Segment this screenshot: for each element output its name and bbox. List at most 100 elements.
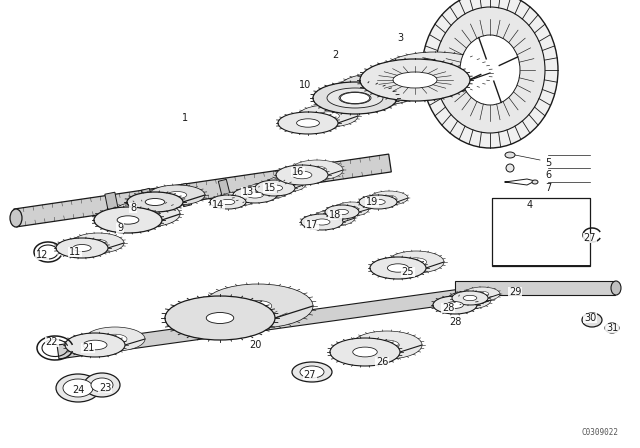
- Text: 16: 16: [292, 167, 304, 177]
- Ellipse shape: [317, 112, 339, 120]
- Text: 9: 9: [117, 223, 123, 233]
- Text: 15: 15: [264, 183, 276, 193]
- Ellipse shape: [388, 251, 444, 273]
- Text: 14: 14: [212, 200, 224, 210]
- Text: 28: 28: [449, 317, 461, 327]
- Ellipse shape: [475, 291, 489, 297]
- Ellipse shape: [460, 35, 520, 105]
- Ellipse shape: [103, 334, 127, 344]
- Ellipse shape: [325, 205, 359, 219]
- Polygon shape: [455, 281, 615, 295]
- Ellipse shape: [375, 340, 399, 350]
- Text: 20: 20: [249, 340, 261, 350]
- Ellipse shape: [313, 82, 397, 114]
- Text: 1: 1: [182, 113, 188, 123]
- Ellipse shape: [393, 72, 437, 88]
- Ellipse shape: [278, 112, 338, 134]
- Ellipse shape: [447, 302, 463, 308]
- Ellipse shape: [359, 195, 397, 209]
- Ellipse shape: [506, 164, 514, 172]
- Polygon shape: [218, 179, 232, 202]
- Ellipse shape: [387, 264, 409, 272]
- Ellipse shape: [405, 258, 427, 266]
- Ellipse shape: [326, 215, 342, 221]
- Polygon shape: [141, 188, 155, 211]
- Text: 12: 12: [36, 250, 48, 260]
- Ellipse shape: [167, 191, 187, 198]
- Ellipse shape: [255, 180, 295, 196]
- Text: 19: 19: [366, 197, 378, 207]
- Ellipse shape: [371, 199, 385, 205]
- Ellipse shape: [233, 187, 277, 203]
- Text: 27: 27: [304, 370, 316, 380]
- Ellipse shape: [231, 196, 245, 202]
- Ellipse shape: [307, 166, 327, 174]
- Ellipse shape: [10, 209, 22, 227]
- Text: 11: 11: [69, 247, 81, 257]
- Text: C0309022: C0309022: [582, 428, 618, 437]
- Ellipse shape: [582, 313, 602, 327]
- Text: 31: 31: [606, 323, 618, 333]
- Ellipse shape: [382, 195, 396, 201]
- Ellipse shape: [145, 198, 165, 206]
- Ellipse shape: [89, 240, 107, 246]
- Ellipse shape: [605, 323, 619, 333]
- Ellipse shape: [532, 180, 538, 184]
- Text: 29: 29: [509, 287, 521, 297]
- Ellipse shape: [377, 66, 453, 94]
- Ellipse shape: [340, 92, 370, 103]
- Ellipse shape: [335, 202, 369, 216]
- Text: 28: 28: [442, 303, 454, 313]
- Ellipse shape: [278, 181, 294, 187]
- Ellipse shape: [245, 183, 289, 199]
- Ellipse shape: [338, 73, 422, 105]
- Ellipse shape: [117, 216, 139, 224]
- Ellipse shape: [291, 160, 343, 180]
- Text: 18: 18: [329, 210, 341, 220]
- Ellipse shape: [298, 105, 358, 127]
- Ellipse shape: [360, 59, 470, 101]
- Ellipse shape: [301, 214, 343, 230]
- Ellipse shape: [268, 185, 283, 191]
- Text: 2: 2: [332, 50, 338, 60]
- Ellipse shape: [292, 171, 312, 179]
- Ellipse shape: [276, 165, 328, 185]
- Ellipse shape: [370, 191, 408, 205]
- Ellipse shape: [203, 284, 313, 328]
- Ellipse shape: [210, 195, 246, 209]
- Ellipse shape: [91, 378, 113, 392]
- Ellipse shape: [461, 297, 477, 303]
- Text: 10: 10: [299, 80, 311, 90]
- Polygon shape: [13, 154, 391, 227]
- Text: 24: 24: [72, 385, 84, 395]
- Text: 13: 13: [242, 187, 254, 197]
- Ellipse shape: [505, 152, 515, 158]
- Ellipse shape: [266, 176, 306, 192]
- Ellipse shape: [452, 291, 488, 305]
- Text: 3: 3: [397, 33, 403, 43]
- Ellipse shape: [370, 257, 426, 279]
- Ellipse shape: [380, 52, 490, 94]
- Polygon shape: [57, 285, 491, 359]
- Ellipse shape: [244, 301, 272, 311]
- Polygon shape: [105, 192, 119, 216]
- Ellipse shape: [56, 374, 100, 402]
- Ellipse shape: [611, 281, 621, 295]
- Ellipse shape: [330, 338, 400, 366]
- Ellipse shape: [112, 201, 180, 227]
- Ellipse shape: [313, 210, 355, 226]
- Ellipse shape: [63, 379, 93, 397]
- Ellipse shape: [447, 291, 491, 309]
- Ellipse shape: [94, 207, 162, 233]
- Text: 8: 8: [130, 203, 136, 213]
- Ellipse shape: [353, 347, 377, 357]
- Ellipse shape: [339, 92, 371, 104]
- Ellipse shape: [435, 7, 545, 133]
- Text: 23: 23: [99, 383, 111, 393]
- Ellipse shape: [335, 209, 348, 215]
- Ellipse shape: [65, 333, 125, 357]
- Text: 25: 25: [402, 267, 414, 277]
- Ellipse shape: [165, 296, 275, 340]
- Ellipse shape: [300, 366, 324, 378]
- Text: 21: 21: [82, 343, 94, 353]
